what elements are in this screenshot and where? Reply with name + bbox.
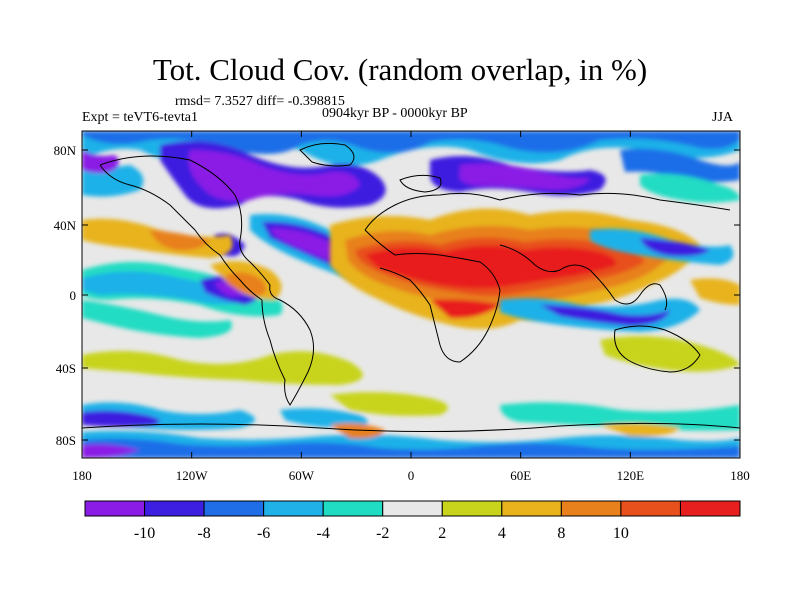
colorbar-label: -8	[197, 525, 210, 542]
y-tick-label: 40S	[56, 361, 76, 376]
colorbar-swatch	[382, 500, 443, 517]
x-tick-label: 120W	[176, 468, 209, 483]
colorbar-label: 8	[557, 525, 565, 542]
y-tick-label: 0	[70, 288, 77, 303]
x-tick-label: 180	[730, 468, 750, 483]
colorbar-swatch	[84, 500, 146, 517]
colorbar-label: -2	[376, 525, 389, 542]
colorbar-swatch	[203, 500, 265, 517]
x-tick-label: 180	[72, 468, 92, 483]
colorbar-label: 4	[498, 525, 506, 542]
southern-anomaly	[82, 336, 740, 458]
y-tick-label: 80S	[56, 433, 76, 448]
colorbar-swatch	[679, 500, 741, 517]
coastlines	[82, 142, 740, 433]
colorbar-swatch	[263, 500, 324, 517]
colorbar-swatch	[144, 500, 205, 517]
y-tick-label: 40N	[54, 218, 77, 233]
colorbar: -10 -8 -6 -4 -2 2 4 8 10	[84, 500, 741, 542]
x-tick-label: 60W	[289, 468, 315, 483]
africa-asia-anomaly	[330, 208, 700, 329]
map-title: Tot. Cloud Cov. (random overlap, in %)	[152, 52, 648, 87]
colorbar-label: -6	[257, 525, 270, 542]
colorbar-swatch	[322, 500, 384, 517]
stats-text: rmsd= 7.3527 diff= -0.398815	[175, 94, 345, 109]
colorbar-swatch	[560, 500, 622, 517]
anomaly-field	[82, 131, 740, 458]
arctic-anomaly	[82, 131, 740, 209]
y-tick-label: 80N	[54, 143, 77, 158]
tropical-anomaly	[82, 218, 740, 338]
x-tick-label: 0	[408, 468, 415, 483]
experiment-label: Expt = teVT6-tevta1	[82, 110, 198, 125]
axis-ticks: 180 120W 60W 0 60E 120E 180 80N 40N 0 40S 80S	[54, 131, 750, 483]
season-label: JJA	[712, 110, 734, 125]
colorbar-label: -4	[317, 525, 330, 542]
colorbar-swatch	[441, 500, 503, 517]
colorbar-label: 10	[613, 525, 629, 542]
x-tick-label: 120E	[617, 468, 645, 483]
period-label: 0904kyr BP - 0000kyr BP	[322, 106, 468, 121]
colorbar-swatch	[620, 500, 681, 517]
colorbar-label: 2	[438, 525, 446, 542]
x-tick-label: 60E	[510, 468, 531, 483]
colorbar-swatch	[501, 500, 562, 517]
colorbar-label: -10	[134, 525, 155, 542]
